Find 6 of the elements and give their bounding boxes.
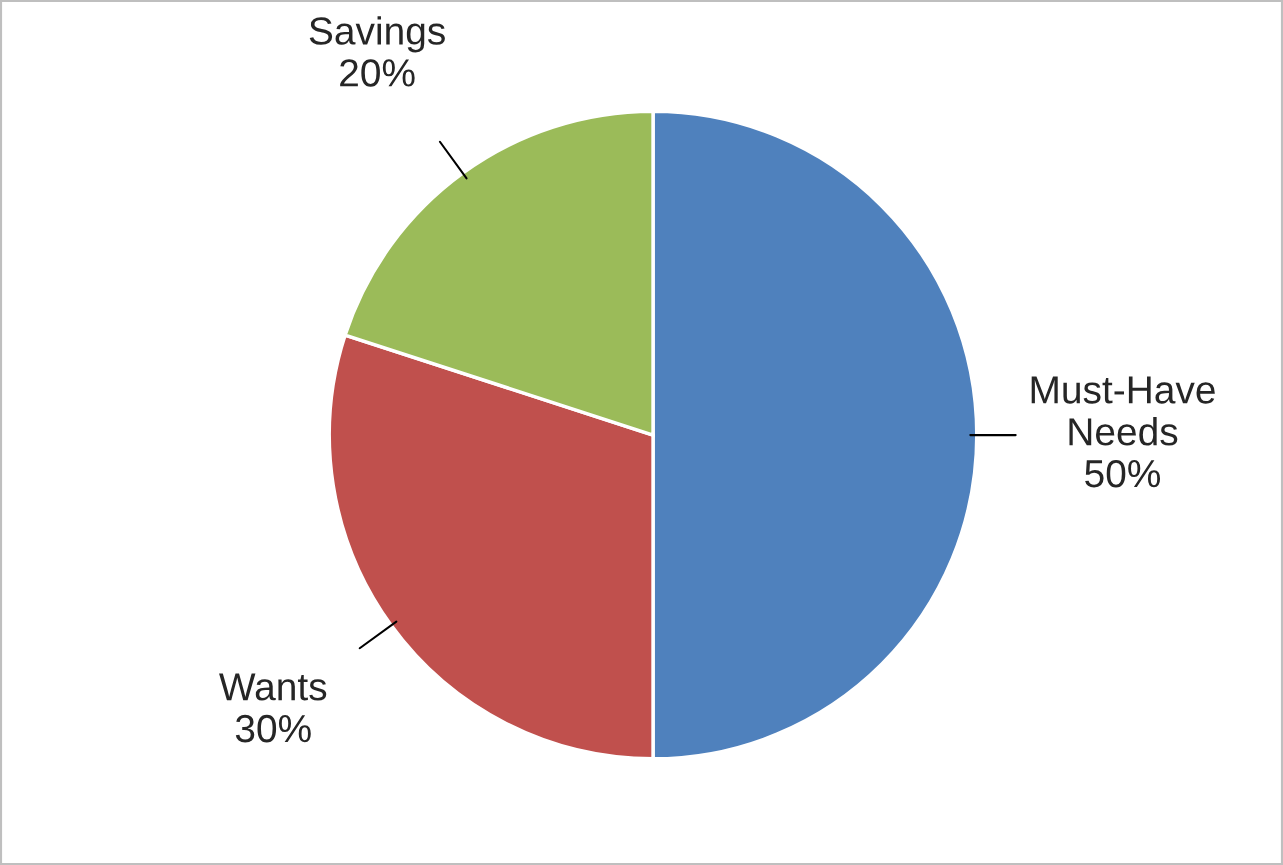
slice-label: Savings (309, 16, 445, 53)
data-label: 50% (1085, 459, 1161, 488)
data-label: 30% (235, 714, 311, 743)
data-label: 20% (340, 59, 415, 87)
slice-label: Must-Have Needs (1031, 376, 1215, 446)
slice-label: Wants (219, 673, 327, 701)
